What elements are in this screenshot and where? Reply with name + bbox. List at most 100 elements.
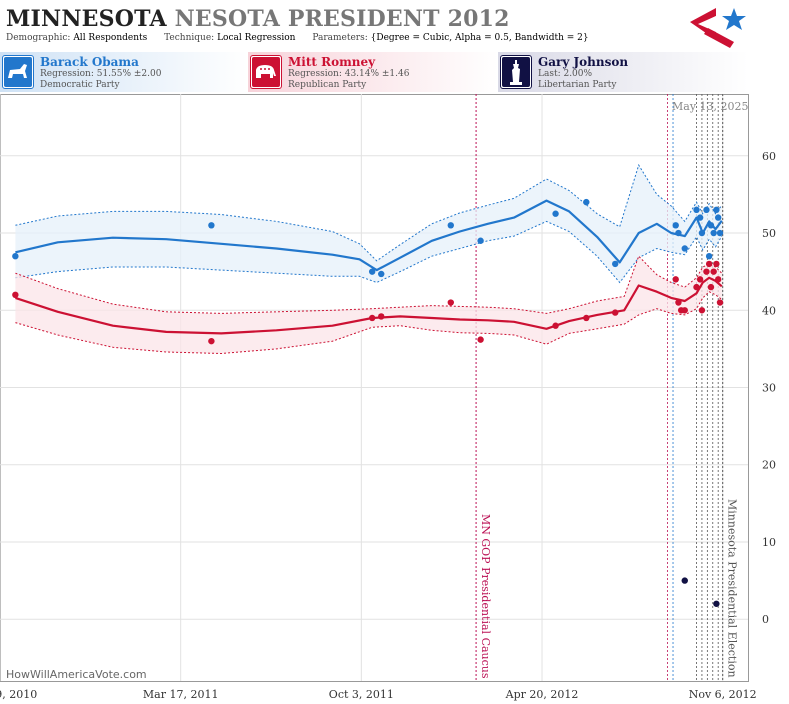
poll-point [583, 314, 590, 322]
technique-label: Technique: [164, 33, 215, 43]
statue-of-liberty-icon [500, 55, 532, 89]
demographic-value: All Respondents [73, 33, 148, 43]
trend-line [15, 276, 723, 335]
candidate-regression: Regression: 43.14% ±1.46 [288, 69, 410, 79]
parameters-label: Parameters: [312, 33, 368, 43]
poll-point [713, 600, 720, 607]
y-tick-label: 30 [762, 382, 776, 395]
title-year: 2012 [447, 6, 510, 32]
poll-point [713, 260, 720, 268]
poll-point [681, 307, 688, 314]
poll-chart: 0 10 20 30 40 50 60 Aug 29, 2010 Mar 17, 2011 Oct… [0, 94, 776, 701]
poll-point [705, 260, 713, 268]
site-watermark[interactable]: HowWillAmericaVote.com [6, 668, 147, 681]
poll-point [698, 229, 706, 237]
candidate-johnson[interactable]: Gary Johnson Last: 2.00% Libertarian Par… [500, 52, 746, 92]
band-lower-line [15, 220, 723, 284]
poll-point [552, 210, 559, 217]
poll-point [477, 336, 484, 343]
poll-point [583, 198, 590, 206]
parameters-line: Demographic: All Respondents Technique: … [6, 33, 603, 43]
y-tick-label: 60 [762, 150, 776, 163]
poll-point [477, 237, 484, 244]
poll-point [705, 252, 713, 260]
x-tick-label: Mar 17, 2011 [143, 688, 219, 701]
technique-value: Local Regression [217, 33, 296, 43]
poll-point [714, 214, 722, 221]
poll-point [368, 268, 376, 275]
candidate-party: Libertarian Party [538, 80, 617, 90]
chart-title: MINNESOTA NESOTA PRESIDENT 2012 [6, 6, 510, 32]
poll-point [703, 206, 710, 214]
poll-point [447, 299, 454, 306]
poll-point [378, 270, 385, 278]
poll-point [681, 245, 688, 252]
poll-point [612, 260, 619, 268]
y-tick-label: 0 [762, 613, 769, 626]
candidate-party: Republican Party [288, 80, 367, 90]
date-stamp: May 13, 2025 [672, 100, 749, 113]
y-tick-label: 50 [762, 227, 776, 240]
candidate-name: Barack Obama [40, 55, 139, 69]
poll-point [675, 299, 682, 306]
candidate-name: Mitt Romney [288, 55, 376, 69]
elephant-icon [250, 55, 282, 89]
y-tick-label: 40 [762, 304, 776, 317]
poll-point [716, 299, 724, 306]
donkey-icon [2, 55, 34, 89]
band-upper-line [15, 163, 723, 262]
poll-point [208, 337, 215, 345]
title-race: NESOTA PRESIDENT [174, 6, 440, 32]
chart-header: MINNESOTA NESOTA PRESIDENT 2012 Demograp… [0, 0, 789, 50]
poll-point [675, 229, 682, 237]
poll-point [693, 283, 700, 291]
poll-point [378, 313, 385, 320]
poll-point [714, 276, 722, 283]
x-tick-label: Oct 3, 2011 [329, 688, 394, 701]
poll-point [703, 268, 710, 275]
poll-point [12, 252, 19, 260]
event-label: Minnesota Presidential Election [726, 499, 739, 678]
legend-background [0, 52, 748, 92]
x-tick-label: Aug 29, 2010 [0, 688, 37, 701]
poll-point [12, 291, 19, 299]
poll-point [713, 206, 720, 214]
event-label: MN GOP Presidential Caucus [479, 514, 492, 679]
poll-point [672, 276, 679, 283]
poll-point [208, 222, 215, 229]
candidate-name: Gary Johnson [538, 55, 629, 69]
candidate-legend: Barack Obama Regression: 51.55% ±2.00 De… [0, 52, 789, 94]
trend-line [15, 199, 723, 272]
poll-point [696, 276, 704, 283]
poll-point [710, 229, 717, 237]
parameters-value: {Degree = Cubic, Alpha = 0.5, Bandwidth … [370, 33, 589, 43]
poll-point [716, 229, 724, 237]
title-state: MINNESOTA [6, 6, 167, 32]
poll-point [552, 322, 559, 329]
confidence-band [15, 165, 722, 283]
candidate-obama[interactable]: Barack Obama Regression: 51.55% ±2.00 De… [2, 52, 246, 92]
poll-point [698, 307, 706, 314]
x-tick-label: Apr 20, 2012 [505, 688, 579, 701]
site-logo-icon[interactable] [686, 2, 750, 50]
poll-point [368, 314, 376, 322]
band-lower-line [15, 291, 723, 355]
y-tick-label: 20 [762, 459, 776, 472]
poll-point [707, 222, 715, 229]
demographic-label: Demographic: [6, 33, 71, 43]
poll-point [707, 283, 715, 291]
poll-point [672, 222, 679, 229]
poll-point [710, 268, 717, 275]
poll-point [447, 222, 454, 229]
candidate-regression: Regression: 51.55% ±2.00 [40, 69, 162, 79]
poll-point [681, 577, 688, 584]
candidate-last: Last: 2.00% [538, 69, 593, 79]
poll-point [693, 206, 700, 214]
candidate-romney[interactable]: Mitt Romney Regression: 43.14% ±1.46 Rep… [250, 52, 496, 92]
x-tick-label: Nov 6, 2012 [689, 688, 757, 701]
candidate-party: Democratic Party [40, 80, 120, 90]
poll-point [612, 309, 619, 316]
band-upper-line [15, 255, 723, 314]
poll-point [696, 214, 704, 221]
y-tick-label: 10 [762, 536, 776, 549]
